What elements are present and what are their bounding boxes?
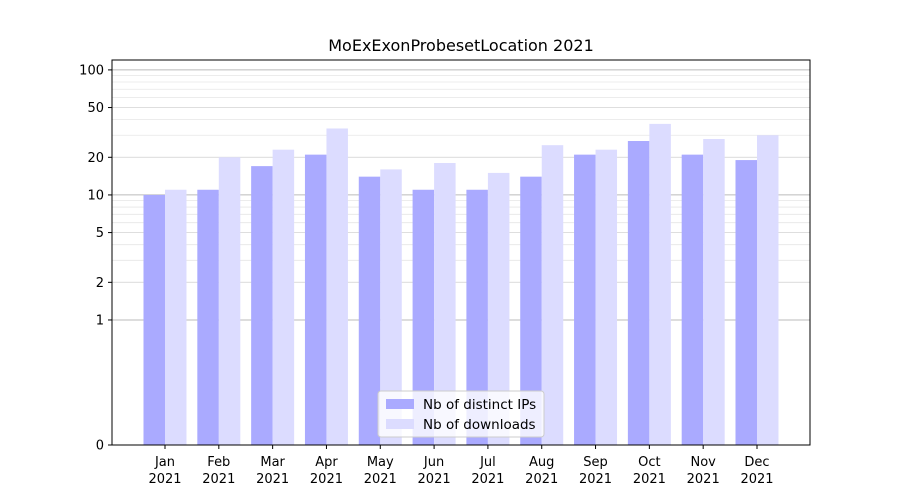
y-tick-label: 0 [96,439,104,454]
bar-downloads [595,149,618,446]
x-tick-label-year: 2021 [310,472,343,487]
bar-distinct-ips [574,154,596,446]
legend-swatch [386,399,414,409]
x-tick-label-year: 2021 [633,472,666,487]
x-tick-label-month: Jul [479,455,496,470]
bar-distinct-ips [251,166,273,445]
x-tick-label-month: Jun [423,455,444,470]
bar-distinct-ips [412,189,435,445]
bar-downloads [218,157,241,445]
chart-title: MoExExonProbesetLocation 2021 [328,36,594,55]
bar-downloads [541,145,564,445]
bar-downloads [703,139,725,445]
bar-downloads [380,169,402,445]
bar-downloads [272,149,295,446]
x-tick-label-year: 2021 [579,472,612,487]
x-tick-label-year: 2021 [256,472,289,487]
x-tick-label-year: 2021 [525,472,558,487]
bar-downloads [487,172,510,445]
x-tick-label-month: Nov [690,455,716,470]
bars [143,123,779,446]
x-tick-label-year: 2021 [148,472,181,487]
y-tick-label: 10 [87,188,104,203]
bar-distinct-ips [681,154,704,446]
plot-frame [111,59,811,446]
x-tick-label-month: Sep [583,455,608,470]
x-tick-label-year: 2021 [687,472,720,487]
bar-distinct-ips [358,176,381,445]
x-tick-label-month: Feb [207,455,230,470]
x-tick-label-month: Oct [638,455,660,470]
bar-distinct-ips [520,176,542,445]
bar-distinct-ips [735,160,757,445]
bar-downloads [326,128,348,445]
bar-distinct-ips [304,154,327,446]
x-tick-label-month: Dec [744,455,769,470]
x-tick-label-month: May [367,455,394,470]
bar-distinct-ips [143,194,165,445]
x-tick-label-month: Jan [154,455,175,470]
x-tick-label-month: Mar [260,455,285,470]
bar-downloads [757,135,779,445]
bar-downloads [649,123,671,445]
legend-swatch [386,419,414,429]
axes: Jan2021Feb2021Mar2021Apr2021May2021Jun20… [79,59,811,487]
y-tick-label: 5 [96,226,104,241]
legend-box [377,390,545,438]
y-tick-label: 1 [96,313,104,328]
x-tick-label-month: Aug [529,455,554,470]
x-tick-label-year: 2021 [418,472,451,487]
x-tick-label-year: 2021 [202,472,235,487]
x-tick-label-year: 2021 [471,472,504,487]
legend-label: Nb of distinct IPs [423,397,536,413]
bar-distinct-ips [627,140,650,445]
legend-label: Nb of downloads [423,417,536,433]
bar-distinct-ips [197,189,219,445]
x-tick-label-month: Apr [315,455,338,470]
x-tick-label-year: 2021 [740,472,773,487]
y-tick-label: 100 [79,63,104,78]
bar-distinct-ips [466,189,488,445]
x-tick-label-year: 2021 [364,472,397,487]
y-tick-label: 50 [87,101,104,116]
y-tick-label: 20 [87,151,104,166]
bar-downloads [434,163,456,445]
y-tick-label: 2 [96,276,104,291]
bar-downloads [165,189,187,445]
legend: Nb of distinct IPs Nb of downloads [377,390,545,438]
